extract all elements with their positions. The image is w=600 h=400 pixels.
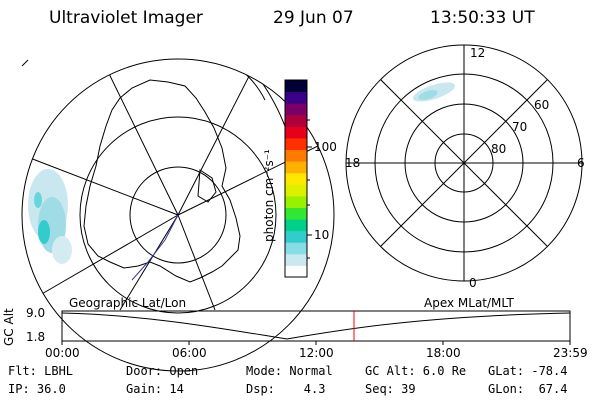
- geographic-caption: Geographic Lat/Lon: [69, 296, 187, 310]
- mlt-label-18: 18: [345, 156, 361, 170]
- timeline-tick-2359: 23:59: [553, 346, 588, 360]
- colorbar-cell: [285, 149, 307, 162]
- apex-caption: Apex MLat/MLT: [424, 296, 514, 310]
- lat-ring-80: [434, 133, 494, 193]
- mlat-label-70: 70: [512, 120, 528, 134]
- colorbar-cell: [285, 230, 307, 243]
- continent-outline: [83, 79, 241, 283]
- aurora-emission-left: [28, 169, 72, 264]
- altitude-timeline: [61, 310, 571, 345]
- timeline-tick-1200: 12:00: [299, 346, 334, 360]
- colorbar-cell: [285, 242, 307, 255]
- aurora-emission-right: [412, 82, 456, 102]
- filter-status: Flt: LBHL: [8, 364, 74, 378]
- colorbar-cell: [285, 161, 307, 174]
- colorbar-cell: [285, 137, 307, 151]
- timeline-y-bottom: 1.8: [26, 330, 46, 344]
- timeline-tick-0000: 00:00: [45, 346, 80, 360]
- altitude-curve: [61, 312, 571, 340]
- polar-grid: [345, 44, 583, 282]
- earth-limb: [21, 58, 335, 372]
- colorbar-tick-100: 100: [314, 140, 337, 154]
- colorbar-cell: [285, 195, 307, 208]
- time-label: 13:50:33 UT: [430, 8, 535, 28]
- lat-ring-60: [374, 73, 554, 253]
- timeline-axis-label: GC Alt: [2, 308, 16, 346]
- colorbar-cell: [285, 265, 307, 278]
- geographic-map: [21, 58, 335, 372]
- colorbar-cell: [285, 184, 307, 197]
- mlt-label-0: 0: [469, 276, 477, 290]
- gc-alt-status: GC Alt: 6.0 Re: [365, 364, 467, 378]
- colorbar-cell: [285, 80, 307, 93]
- mlt-label-6: 6: [577, 156, 585, 170]
- colorbar-tick-10: 10: [314, 228, 330, 242]
- mlt-label-12: 12: [470, 46, 486, 60]
- glat-status: GLat: -78.4: [488, 364, 568, 378]
- colorbar-unit-label: photon cm⁻²s⁻¹: [262, 149, 276, 242]
- ip-status: IP: 36.0: [8, 382, 66, 396]
- colorbar-cell: [285, 219, 307, 232]
- lat-ring-50: [345, 44, 583, 282]
- lat-ring-70: [404, 103, 524, 223]
- mlat-label-60: 60: [534, 98, 550, 112]
- imager-title: Ultraviolet Imager: [49, 8, 203, 28]
- lat-circle-middle: [79, 116, 277, 314]
- lat-circle-inner: [129, 166, 227, 264]
- colorbar: [284, 79, 312, 278]
- seq-status: Seq: 39: [365, 382, 416, 396]
- orbit-track: [131, 214, 179, 281]
- gain-status: Gain: 14: [126, 382, 184, 396]
- mlat-label-80: 80: [491, 142, 507, 156]
- timeline-tick-1800: 18:00: [426, 346, 461, 360]
- colorbar-cell: [285, 172, 307, 185]
- door-status: Door: Open: [126, 364, 199, 378]
- dsp-status: Dsp: 4.3: [246, 382, 326, 396]
- colorbar-cell: [285, 207, 307, 220]
- mode-status: Mode: Normal: [246, 364, 333, 378]
- date-label: 29 Jun 07: [273, 8, 354, 28]
- colorbar-cell: [285, 91, 307, 104]
- colorbar-cell: [285, 103, 307, 116]
- colorbar-cell: [285, 253, 307, 266]
- colorbar-cell: [285, 126, 307, 139]
- timeline-y-top: 9.0: [26, 306, 46, 320]
- glon-status: GLon: 67.4: [488, 382, 568, 396]
- timeline-tick-0600: 06:00: [172, 346, 207, 360]
- colorbar-cell: [285, 114, 307, 127]
